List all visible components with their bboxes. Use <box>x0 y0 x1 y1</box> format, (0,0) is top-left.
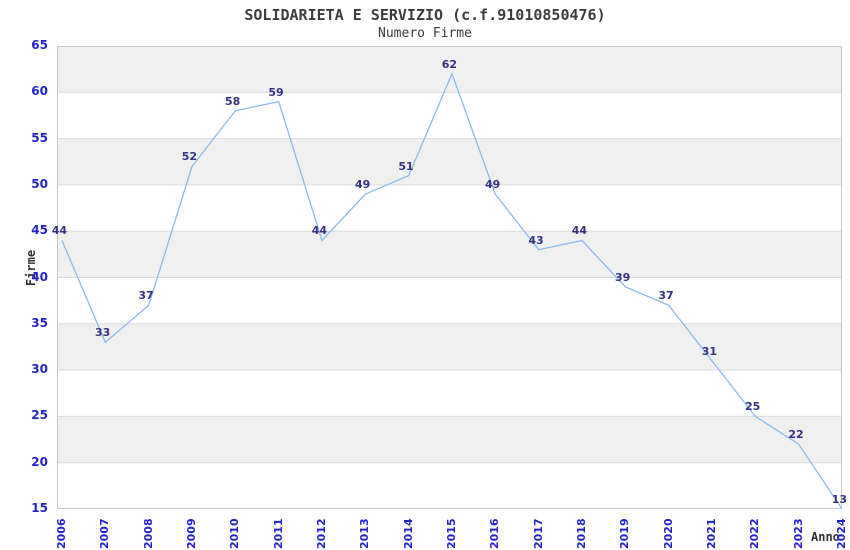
y-axis-title: Firme <box>24 249 38 287</box>
data-label: 59 <box>268 85 284 99</box>
data-label: 51 <box>398 159 414 173</box>
y-tick-label: 60 <box>31 84 48 99</box>
y-tick-label: 55 <box>31 130 48 145</box>
data-label: 44 <box>311 224 327 238</box>
y-tick-label: 20 <box>31 454 48 469</box>
data-label: 39 <box>615 270 631 284</box>
x-tick-label: 2011 <box>271 518 285 549</box>
x-tick-label: 2012 <box>315 518 328 549</box>
x-tick-label: 2013 <box>358 518 372 549</box>
plot-area <box>57 46 842 509</box>
data-label: 22 <box>788 428 804 442</box>
x-tick-label: 2014 <box>401 518 415 549</box>
y-tick-label: 45 <box>31 223 48 238</box>
x-tick-label: 2007 <box>98 518 112 549</box>
plot-band <box>57 416 842 463</box>
data-label: 62 <box>441 57 457 71</box>
x-tick-label: 2022 <box>748 518 762 549</box>
x-tick-label: 2019 <box>618 518 632 549</box>
data-label: 25 <box>745 400 761 414</box>
x-tick-label: 2015 <box>445 518 458 549</box>
x-tick-label: 2023 <box>791 518 805 549</box>
x-tick-label: 2024 <box>835 518 848 549</box>
data-label: 43 <box>528 233 544 247</box>
series-line <box>61 72 842 509</box>
plot-band <box>57 277 842 324</box>
data-label: 58 <box>225 94 241 108</box>
data-label: 49 <box>355 178 371 192</box>
x-tick-label: 2016 <box>488 518 502 549</box>
y-tick-label: 15 <box>31 501 48 515</box>
x-tick-label: 2021 <box>705 518 718 549</box>
data-label: 13 <box>831 493 847 506</box>
x-tick-label: 2008 <box>141 518 155 549</box>
data-label: 49 <box>485 178 501 192</box>
plot-band <box>57 323 842 371</box>
x-tick-label: 2009 <box>185 518 198 549</box>
y-tick-label: 40 <box>31 269 48 284</box>
y-tick-label: 65 <box>31 38 48 52</box>
plot-band <box>57 370 842 417</box>
plot-border <box>57 46 842 509</box>
x-tick-label: 2010 <box>228 518 242 549</box>
data-label: 33 <box>95 326 111 340</box>
chart-title: SOLIDARIETA E SERVIZIO (c.f.91010850476) <box>244 6 606 24</box>
data-label: 31 <box>701 344 717 358</box>
x-tick-label: 2018 <box>575 518 588 549</box>
plot-band <box>57 138 842 185</box>
x-tick-label: 2017 <box>531 518 545 549</box>
chart-subtitle: Numero Firme <box>378 26 472 41</box>
y-tick-label: 35 <box>31 315 48 330</box>
y-tick-label: 30 <box>31 362 48 377</box>
data-label: 44 <box>51 224 67 238</box>
plot-band <box>57 462 842 509</box>
plot-band <box>57 231 842 278</box>
plot-band <box>57 92 842 139</box>
x-tick-label: 2006 <box>55 518 68 549</box>
data-label: 52 <box>181 150 197 164</box>
x-axis-title: Anno <box>811 530 840 544</box>
plot-band <box>57 46 842 93</box>
plot-band <box>57 184 842 232</box>
y-tick-label: 50 <box>31 176 48 191</box>
data-label: 44 <box>571 224 587 238</box>
x-tick-label: 2020 <box>661 518 675 549</box>
data-label: 37 <box>658 289 674 303</box>
data-label: 37 <box>138 289 154 303</box>
y-tick-label: 25 <box>31 408 48 423</box>
